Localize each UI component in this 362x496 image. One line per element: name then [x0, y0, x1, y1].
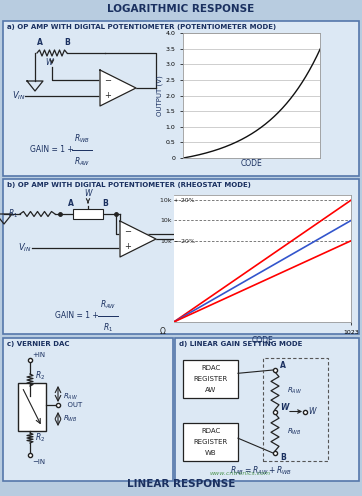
Text: $R_{WB}$: $R_{WB}$ [63, 414, 78, 424]
Bar [3, 338, 173, 481]
Bar [263, 358, 328, 461]
Text: W: W [84, 189, 92, 198]
Text: W: W [45, 58, 53, 67]
Text: A: A [37, 38, 43, 47]
Text: WB: WB [205, 450, 216, 456]
Text: www.cntronics.com: www.cntronics.com [210, 471, 271, 476]
Text: −IN: −IN [32, 459, 45, 465]
Bar [183, 423, 238, 461]
Text: LOGARITHMIC RESPONSE: LOGARITHMIC RESPONSE [108, 4, 254, 14]
Text: OUT: OUT [63, 402, 82, 408]
Text: $R_{WB}$: $R_{WB}$ [287, 427, 302, 437]
Text: REGISTER: REGISTER [193, 376, 228, 382]
Text: b) OP AMP WITH DIGITAL POTENTIOMETER (RHEOSTAT MODE): b) OP AMP WITH DIGITAL POTENTIOMETER (RH… [7, 182, 251, 188]
Text: $R_{AW}$: $R_{AW}$ [63, 392, 78, 402]
Bar [183, 360, 238, 398]
Text: +: + [124, 242, 131, 250]
Text: $R_2$: $R_2$ [35, 432, 45, 444]
Text: −: − [104, 76, 111, 85]
Text: A: A [68, 199, 74, 208]
Text: a) OP AMP WITH DIGITAL POTENTIOMETER (POTENTIOMETER MODE): a) OP AMP WITH DIGITAL POTENTIOMETER (PO… [7, 24, 276, 30]
Text: REGISTER: REGISTER [193, 439, 228, 445]
Text: $R_{AB} = R_{AW} + R_{WB}$: $R_{AB} = R_{AW} + R_{WB}$ [230, 465, 292, 477]
Text: B: B [280, 452, 286, 461]
X-axis label: CODE: CODE [241, 159, 262, 168]
Text: A: A [280, 362, 286, 371]
Bar [73, 209, 103, 219]
Bar [18, 383, 46, 431]
Text: $\mathit{V}_{IN}$: $\mathit{V}_{IN}$ [18, 242, 32, 254]
Text: $R_{AW}$: $R_{AW}$ [100, 299, 116, 311]
Text: c) VERNIER DAC: c) VERNIER DAC [7, 341, 70, 347]
Text: $R_{AW}$: $R_{AW}$ [74, 155, 90, 168]
Text: 10k + 20%: 10k + 20% [160, 197, 194, 202]
Polygon shape [120, 221, 156, 257]
Y-axis label: OUTPUT (V): OUTPUT (V) [156, 75, 163, 116]
Text: W: W [308, 407, 316, 416]
Text: B: B [102, 199, 108, 208]
Text: RDAC: RDAC [201, 428, 220, 434]
Text: 10k: 10k [160, 218, 171, 223]
Bar [175, 338, 359, 481]
Text: AW: AW [205, 387, 216, 393]
Text: $R_{WB}$: $R_{WB}$ [74, 132, 90, 145]
Text: B: B [64, 38, 70, 47]
Text: −: − [124, 227, 131, 236]
Text: 10k $-$ 20%: 10k $-$ 20% [160, 237, 196, 245]
Bar [3, 179, 359, 334]
Text: LINEAR RESPONSE: LINEAR RESPONSE [127, 479, 235, 489]
Text: +IN: +IN [32, 352, 45, 358]
Text: $R_1$: $R_1$ [8, 208, 18, 220]
Text: $\mathit{V}_{IN}$: $\mathit{V}_{IN}$ [12, 90, 26, 102]
Text: $R_1$: $R_1$ [103, 321, 113, 333]
Text: GAIN = 1 +: GAIN = 1 + [30, 145, 76, 154]
Text: $R_{AW}$: $R_{AW}$ [287, 386, 302, 396]
Bar [3, 21, 359, 176]
Text: Ω: Ω [160, 327, 166, 336]
Text: $R_2$: $R_2$ [35, 370, 45, 382]
Text: d) LINEAR GAIN SETTING MODE: d) LINEAR GAIN SETTING MODE [179, 341, 302, 347]
Text: RDAC: RDAC [201, 365, 220, 371]
Text: +: + [104, 91, 111, 100]
X-axis label: CODE: CODE [252, 336, 273, 345]
Text: W: W [280, 403, 289, 412]
Text: GAIN = 1 +: GAIN = 1 + [55, 311, 101, 320]
Polygon shape [100, 70, 136, 106]
